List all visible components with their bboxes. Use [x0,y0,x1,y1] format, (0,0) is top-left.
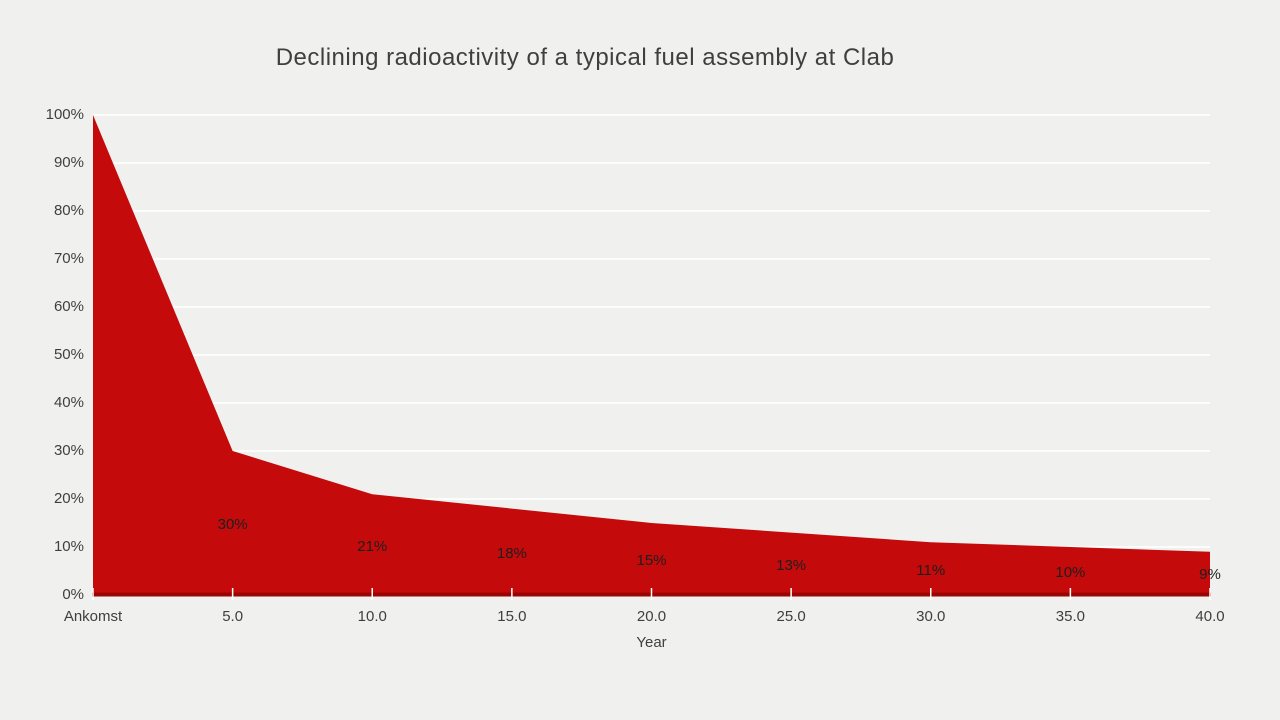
y-tick-label: 30% [53,442,84,459]
data-point-label: 10% [1055,564,1086,581]
y-tick-label: 10% [53,538,84,555]
y-tick-label: 0% [62,586,84,603]
data-point-label: 13% [776,556,807,574]
x-tick-label: 20.0 [636,608,667,625]
x-tick-label: 25.0 [776,608,806,625]
x-tick-label: 35.0 [1055,608,1085,625]
y-tick-label: 80% [53,202,84,219]
data-point-label: 18% [496,544,527,562]
y-tick-label: 20% [53,490,84,507]
y-tick-label: 90% [53,154,84,171]
x-tick-label: Ankomst [63,608,123,625]
x-tick-label: 5.0 [222,608,244,625]
x-tick-label: 30.0 [916,608,946,625]
data-point-label: 30% [217,516,248,533]
data-point-label: 11% [916,561,946,579]
data-point-label: 15% [636,552,667,569]
data-point-label: 9% [1199,566,1221,584]
y-tick-label: 50% [53,346,84,363]
chart-title: Declining radioactivity of a typical fue… [275,44,895,71]
y-tick-label: 70% [53,250,84,267]
area-series-radioactivity [93,115,1210,595]
x-axis-title: Year [636,634,667,651]
data-point-label: 21% [357,537,388,555]
y-tick-label: 60% [53,298,84,315]
y-tick-label: 40% [53,394,84,411]
x-tick-label: 40.0 [1195,608,1225,625]
x-tick-label: 10.0 [357,608,387,625]
y-tick-label: 100% [45,106,84,123]
x-tick-label: 15.0 [497,608,527,625]
